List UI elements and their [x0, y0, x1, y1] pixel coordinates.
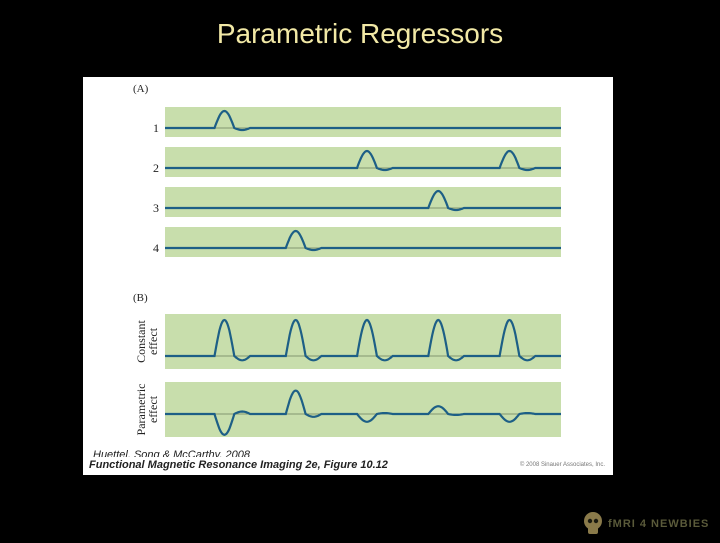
parametric-effect-signal [165, 389, 561, 436]
row-label-2: 2 [153, 161, 159, 175]
panel-b-label: (B) [133, 292, 148, 304]
regressor-signal-4 [165, 229, 561, 252]
panel-a-row-4 [165, 227, 561, 257]
row-label-1: 1 [153, 121, 159, 135]
logo: fMRI 4 NEWBIES [580, 510, 720, 538]
constant-effect-label-1: Constant [134, 320, 148, 363]
panel-a-row-3 [165, 187, 561, 217]
figure: (A) 1 2 3 4 (B) Constant effect Parametric effect… [83, 77, 613, 475]
slide-title: Parametric Regressors [216, 18, 504, 49]
logo-text: fMRI 4 NEWBIES [608, 518, 710, 530]
constant-effect-label-2: effect [146, 327, 160, 355]
constant-effect-signal [165, 318, 561, 362]
figure-caption-bar: Functional Magnetic Resonance Imaging 2e… [83, 457, 613, 475]
parametric-effect-panel [165, 382, 561, 437]
parametric-effect-label-2: effect [146, 395, 160, 423]
skull-icon [584, 512, 602, 534]
row-label-3: 3 [153, 201, 159, 215]
figure-caption: Functional Magnetic Resonance Imaging 2e… [89, 459, 388, 471]
panel-a-label: (A) [133, 83, 149, 95]
regressor-signal-2 [165, 149, 561, 172]
figure-copyright: © 2008 Sinauer Associates, Inc. [519, 462, 605, 468]
regressor-signal-1 [165, 109, 561, 132]
panel-a-row-2 [165, 147, 561, 177]
parametric-effect-label-1: Parametric [134, 384, 148, 436]
regressor-signal-3 [165, 189, 561, 212]
row-label-4: 4 [153, 241, 159, 255]
